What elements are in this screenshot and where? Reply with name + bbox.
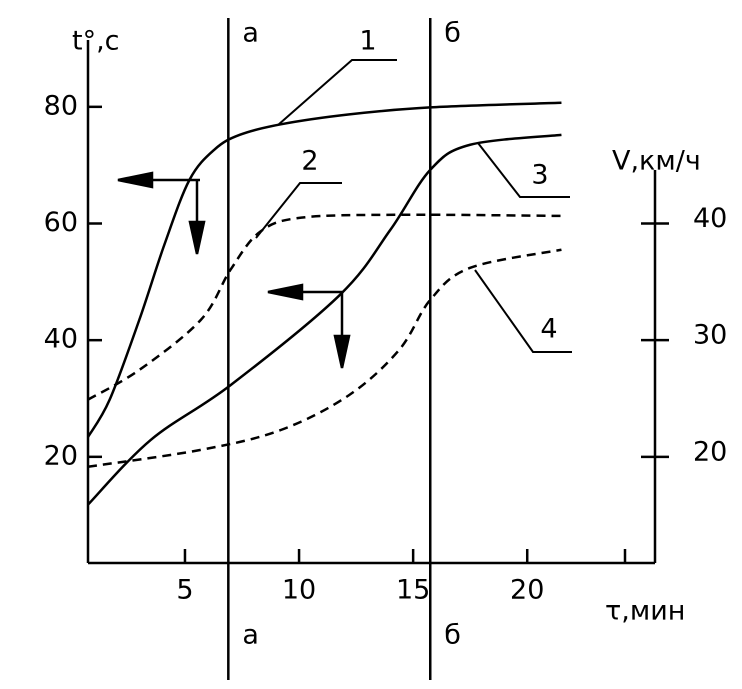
leader-line — [277, 59, 397, 126]
x-tick-label: 15 — [396, 575, 430, 606]
y-tick-label: 20 — [44, 440, 78, 471]
reference-label: а — [242, 18, 259, 49]
line — [87, 133, 562, 506]
y2-tick-label: 40 — [693, 203, 727, 234]
y-tick-label: 40 — [44, 324, 78, 355]
series-label: 1 — [359, 26, 376, 57]
line — [86, 101, 562, 438]
leader-line — [474, 269, 572, 353]
arrow — [117, 171, 206, 255]
y-tick-label: 60 — [44, 207, 78, 238]
x-axis-label: τ,мин — [605, 596, 685, 627]
y-tick-label: 80 — [44, 90, 78, 121]
reference-label: а — [242, 620, 259, 651]
series-label: 2 — [301, 146, 318, 177]
leader-line — [477, 142, 570, 198]
series-label: 3 — [531, 160, 548, 191]
line — [87, 248, 562, 468]
arrow — [267, 283, 351, 369]
reference-label: б — [444, 620, 461, 651]
y-axis-label: t°,c — [72, 26, 120, 57]
x-tick-label: 5 — [176, 575, 193, 606]
y2-tick-label: 20 — [693, 436, 727, 467]
line — [87, 213, 562, 401]
leader-line — [255, 182, 342, 239]
x-tick-label: 20 — [510, 575, 544, 606]
reference-label: б — [444, 18, 461, 49]
series-label: 4 — [540, 314, 557, 345]
x-tick-label: 10 — [282, 575, 316, 606]
y2-axis-label: V,км/ч — [612, 146, 701, 177]
y2-tick-label: 30 — [693, 320, 727, 351]
